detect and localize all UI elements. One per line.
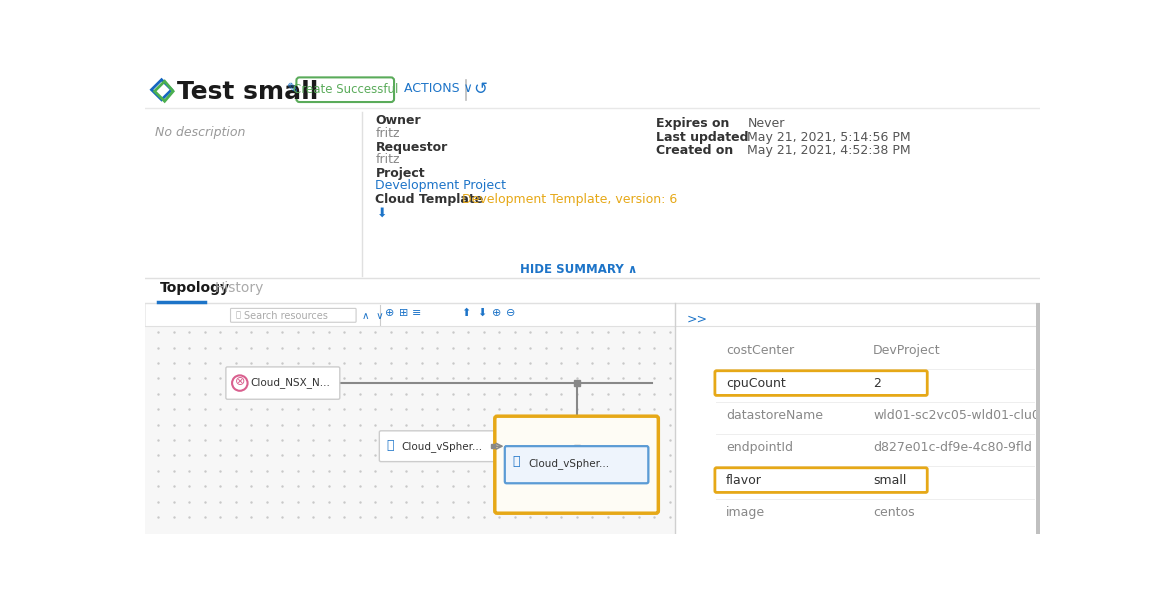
Text: datastoreName: datastoreName: [726, 409, 823, 422]
FancyBboxPatch shape: [495, 416, 658, 513]
FancyBboxPatch shape: [296, 77, 394, 102]
Text: Created on: Created on: [655, 145, 733, 157]
FancyBboxPatch shape: [505, 446, 649, 483]
FancyBboxPatch shape: [225, 367, 340, 399]
Text: Test small: Test small: [177, 80, 318, 104]
FancyBboxPatch shape: [505, 446, 649, 483]
Text: May 21, 2021, 5:14:56 PM: May 21, 2021, 5:14:56 PM: [748, 131, 911, 143]
Bar: [144, 108, 1040, 280]
Circle shape: [232, 376, 247, 391]
Text: 📋: 📋: [512, 455, 520, 469]
Text: centos: centos: [873, 506, 914, 519]
Text: ⊖: ⊖: [505, 308, 514, 318]
Text: image: image: [726, 506, 765, 519]
Bar: [144, 278, 1040, 303]
Text: 2: 2: [873, 377, 881, 389]
Text: History: History: [214, 281, 264, 295]
Text: ACTIONS ∨: ACTIONS ∨: [405, 82, 473, 95]
Text: HIDE SUMMARY ∧: HIDE SUMMARY ∧: [520, 263, 637, 276]
Text: d827e01c-df9e-4c80-9fld: d827e01c-df9e-4c80-9fld: [873, 441, 1032, 454]
Text: ⊕: ⊕: [492, 308, 502, 318]
Bar: [144, 72, 1040, 108]
Text: small: small: [873, 473, 906, 487]
Text: Requestor: Requestor: [376, 140, 447, 154]
Text: ⊞: ⊞: [399, 308, 408, 318]
Text: ⬇: ⬇: [477, 308, 487, 318]
Text: ⬆: ⬆: [461, 308, 470, 318]
Text: cpuCount: cpuCount: [726, 377, 785, 389]
Text: Development Template, version: 6: Development Template, version: 6: [462, 193, 677, 206]
Text: Cloud_NSX_N...: Cloud_NSX_N...: [251, 377, 331, 388]
Text: Never: Never: [748, 116, 785, 130]
Text: fritz: fritz: [376, 127, 400, 140]
Text: flavor: flavor: [726, 473, 762, 487]
Text: ∧  ∨: ∧ ∨: [362, 311, 384, 322]
Text: fritz: fritz: [376, 153, 400, 166]
Bar: [144, 303, 675, 534]
Text: Topology: Topology: [160, 281, 230, 295]
Text: ↺: ↺: [473, 80, 487, 98]
Text: Cloud Template: Cloud Template: [376, 193, 483, 206]
Text: ≡: ≡: [412, 308, 421, 318]
FancyBboxPatch shape: [714, 468, 927, 493]
Text: Search resources: Search resources: [244, 311, 327, 322]
Text: DevProject: DevProject: [873, 344, 941, 357]
FancyBboxPatch shape: [230, 308, 356, 322]
Text: endpointId: endpointId: [726, 441, 793, 454]
Text: Development Project: Development Project: [376, 179, 506, 192]
Text: ✎: ✎: [287, 82, 298, 96]
Text: ⊕: ⊕: [385, 308, 394, 318]
Text: Create Successful: Create Successful: [292, 83, 398, 96]
Text: >>: >>: [687, 313, 707, 326]
Text: wld01-sc2vc05-wld01-clu0: wld01-sc2vc05-wld01-clu0: [873, 409, 1040, 422]
Text: Expires on: Expires on: [655, 116, 729, 130]
Text: costCenter: costCenter: [726, 344, 794, 357]
Text: May 21, 2021, 4:52:38 PM: May 21, 2021, 4:52:38 PM: [748, 145, 911, 157]
Text: ⊗: ⊗: [235, 374, 246, 388]
Text: Cloud_vSpher...: Cloud_vSpher...: [402, 441, 483, 452]
Text: 🗄: 🗄: [386, 439, 394, 452]
FancyBboxPatch shape: [714, 371, 927, 395]
FancyBboxPatch shape: [379, 431, 495, 461]
Bar: [675, 303, 1040, 534]
Text: No description: No description: [155, 126, 246, 139]
Bar: [1036, 303, 1040, 534]
Text: Project: Project: [376, 167, 425, 180]
Text: Owner: Owner: [376, 115, 421, 127]
Bar: [144, 303, 675, 326]
Text: Cloud_vSpher...: Cloud_vSpher...: [528, 458, 609, 469]
Text: 🔍: 🔍: [235, 311, 240, 320]
Text: ⬇: ⬇: [377, 207, 387, 220]
Text: Last updated: Last updated: [655, 131, 748, 143]
